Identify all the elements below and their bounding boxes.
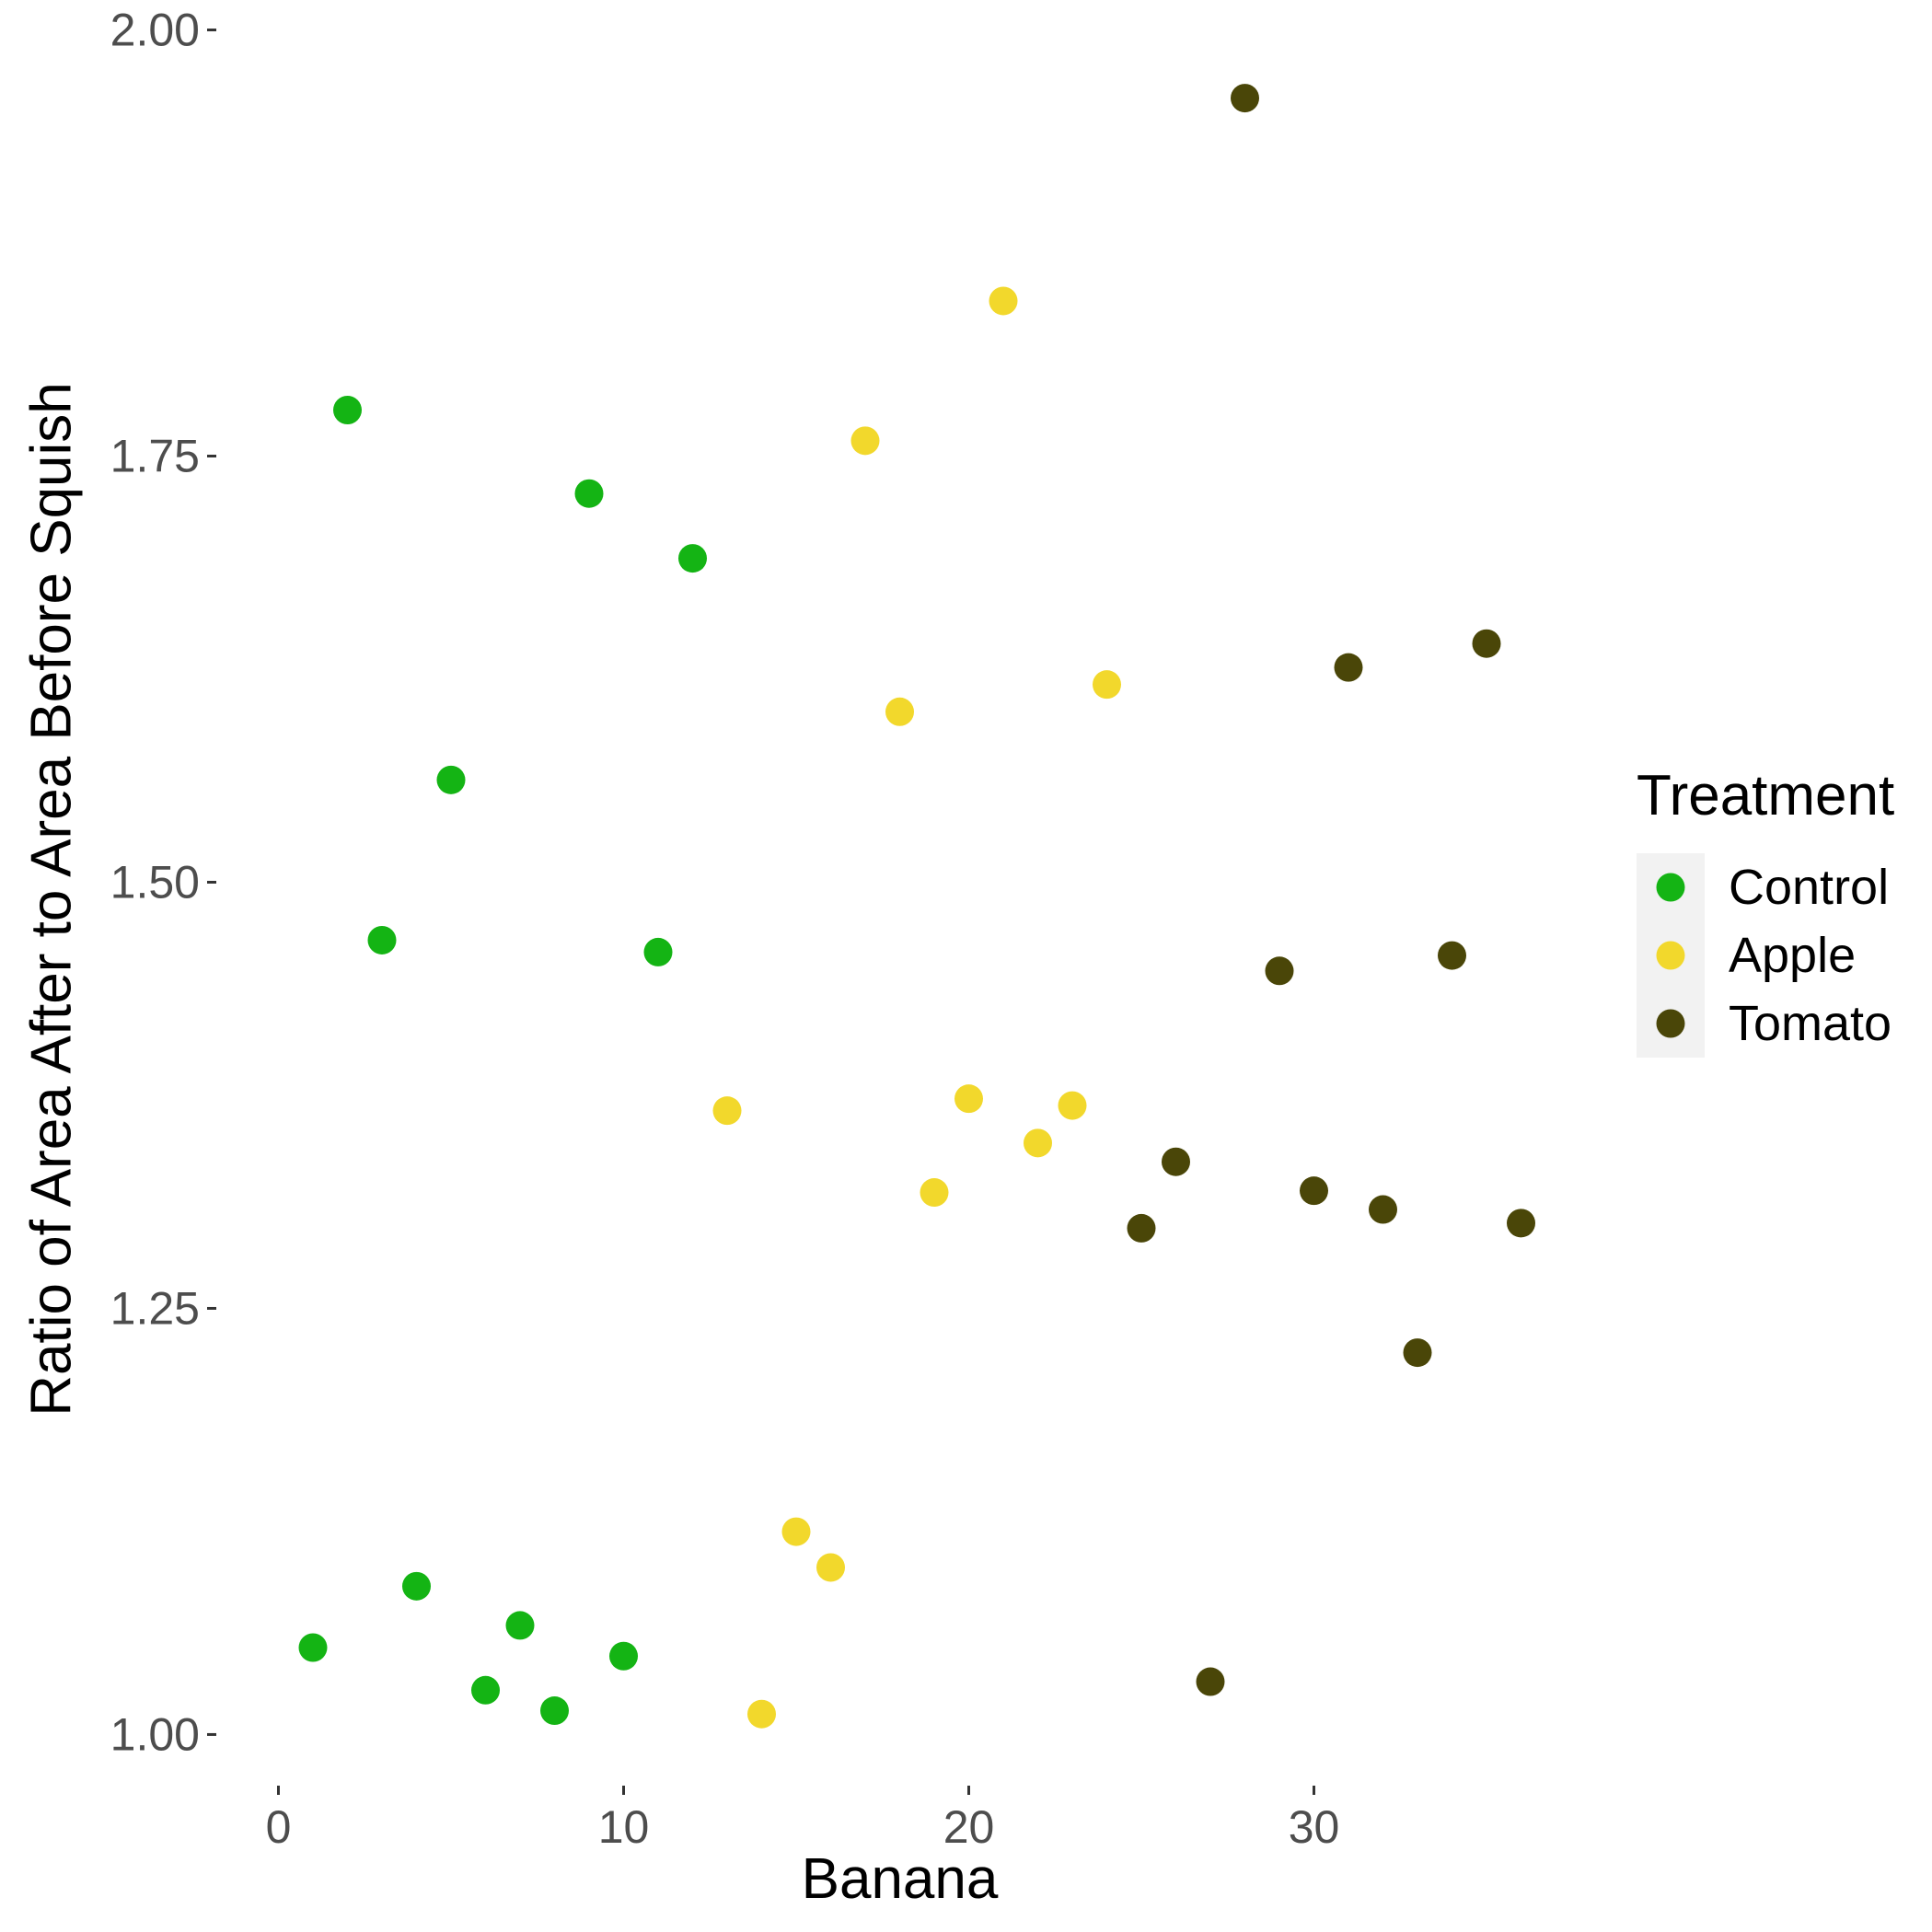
data-point-apple [850, 426, 880, 456]
data-point-control [402, 1571, 431, 1601]
data-point-control [436, 765, 466, 794]
data-point-tomato [1127, 1213, 1156, 1243]
data-point-apple [989, 286, 1018, 316]
data-point-tomato [1438, 941, 1466, 970]
data-point-control [505, 1611, 535, 1640]
x-axis: 0 10 20 30 [266, 1786, 1340, 1853]
data-point-apple [712, 1096, 742, 1126]
legend-label-control: Control [1729, 860, 1889, 915]
x-axis-title: Banana [802, 1847, 999, 1911]
data-point-tomato [1472, 629, 1501, 658]
legend-key-tomato [1656, 1009, 1685, 1038]
data-point-control [540, 1696, 569, 1726]
y-axis-title: Ratio of Area After to Area Before Squis… [20, 382, 84, 1417]
legend: Treatment Control Apple Tomato [1637, 764, 1894, 1058]
data-point-tomato [1162, 1147, 1190, 1176]
data-point-control [471, 1675, 500, 1705]
data-point-apple [781, 1517, 811, 1546]
legend-label-tomato: Tomato [1729, 996, 1892, 1051]
legend-label-apple: Apple [1729, 928, 1856, 983]
data-point-tomato [1369, 1195, 1397, 1224]
data-point-tomato [1507, 1209, 1535, 1238]
legend-key-apple [1656, 941, 1685, 970]
data-point-apple [885, 697, 914, 726]
data-point-apple [1058, 1091, 1087, 1120]
data-point-tomato [1265, 956, 1294, 986]
x-tick-label: 0 [266, 1801, 292, 1853]
legend-key-control [1656, 873, 1685, 902]
data-point-tomato [1334, 653, 1363, 682]
data-point-apple [920, 1178, 949, 1208]
data-points [298, 84, 1535, 1729]
y-tick-label: 2.00 [110, 5, 200, 56]
data-point-control [298, 1633, 328, 1662]
y-tick-label: 1.00 [110, 1708, 200, 1760]
data-point-tomato [1196, 1667, 1225, 1696]
data-point-control [574, 479, 604, 508]
data-point-tomato [1300, 1176, 1328, 1206]
x-tick-label: 10 [598, 1801, 650, 1853]
y-tick-label: 1.50 [110, 856, 200, 908]
data-point-apple [816, 1553, 845, 1582]
data-point-control [609, 1641, 638, 1671]
data-point-control [643, 937, 673, 966]
data-point-control [367, 925, 397, 954]
data-point-tomato [1231, 84, 1259, 113]
legend-title: Treatment [1637, 764, 1894, 827]
y-tick-label: 1.75 [110, 431, 200, 482]
x-tick-label: 30 [1289, 1801, 1340, 1853]
data-point-apple [1024, 1128, 1052, 1158]
y-tick-label: 1.25 [110, 1282, 200, 1334]
data-point-tomato [1403, 1338, 1432, 1368]
data-point-apple [1093, 670, 1121, 700]
data-point-control [678, 544, 707, 573]
x-tick-label: 20 [943, 1801, 995, 1853]
y-axis: 1.00 1.25 1.50 1.75 2.00 [110, 5, 216, 1760]
data-point-control [333, 395, 362, 424]
legend-items: Control Apple Tomato [1656, 860, 1892, 1051]
data-point-apple [954, 1084, 983, 1114]
data-point-apple [747, 1699, 776, 1729]
